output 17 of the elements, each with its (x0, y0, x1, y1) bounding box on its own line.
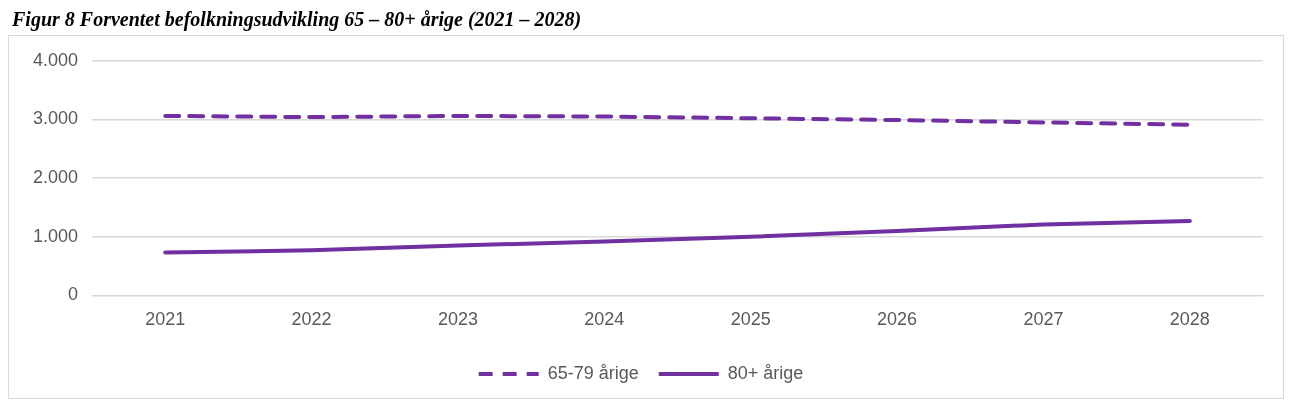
chart-title: Figur 8 Forventet befolkningsudvikling 65 – 80+ årige (2021 – 2028) (12, 8, 583, 31)
y-tick-label: 3.000 (33, 108, 79, 129)
y-tick-label: 4.000 (33, 49, 79, 70)
legend-label: 65-79 årige (547, 362, 639, 383)
y-tick-label: 1.000 (33, 225, 79, 246)
y-tick-label: 0 (68, 284, 79, 305)
x-tick-label: 2023 (437, 309, 478, 330)
x-tick-label: 2024 (584, 309, 625, 330)
y-tick-label: 2.000 (33, 167, 79, 188)
x-tick-label: 2026 (877, 309, 918, 330)
line-series (163, 113, 1192, 127)
x-tick-label: 2022 (291, 309, 332, 330)
x-tick-label: 2027 (1023, 309, 1064, 330)
legend-label: 80+ årige (727, 362, 804, 383)
x-tick-label: 2021 (145, 309, 186, 330)
x-tick-label: 2028 (1169, 309, 1210, 330)
x-tick-label: 2025 (730, 309, 771, 330)
